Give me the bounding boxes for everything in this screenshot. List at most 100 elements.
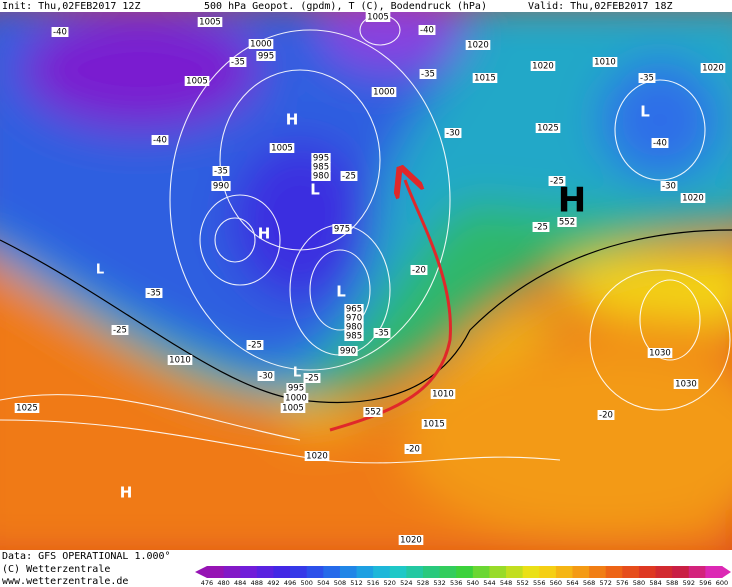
colorbar-swatch — [256, 566, 274, 578]
isobar-label: 1000 — [250, 40, 272, 50]
isobar-label: 970 — [346, 314, 362, 324]
temperature-label-box — [418, 25, 436, 35]
temperature-label-box — [651, 138, 669, 148]
isobar-label: 1020 — [467, 41, 489, 51]
colorbar-swatch — [373, 566, 391, 578]
pressure-center: H — [558, 181, 586, 221]
isobar-label: 990 — [213, 182, 229, 192]
isobar-label: 1005 — [271, 144, 293, 154]
isobar-label-box — [535, 123, 561, 133]
isobar-label-box — [311, 171, 331, 181]
temperature-label-box — [303, 373, 321, 383]
colorbar-tick-label: 516 — [367, 579, 379, 587]
isobar-label-box — [311, 153, 331, 163]
isobar-label-box — [592, 57, 618, 67]
temperature-label: -35 — [214, 167, 228, 177]
colorbar-swatch — [323, 566, 341, 578]
temperature-label-box — [444, 128, 462, 138]
isobar-label: 1020 — [532, 62, 554, 72]
data-source: Data: GFS OPERATIONAL 1.000° — [2, 551, 171, 562]
isobar-label-box — [256, 51, 276, 61]
colorbar-tick-label: 552 — [516, 579, 528, 587]
colorbar-swatch — [306, 566, 324, 578]
colorbar-tick-label: 580 — [633, 579, 645, 587]
temperature-label-box — [145, 288, 163, 298]
colorbar-swatch — [506, 566, 524, 578]
isobar-label-box — [365, 12, 391, 22]
colorbar-tick-label: 496 — [284, 579, 296, 587]
temperature-label-box — [340, 171, 358, 181]
isobar-label-box — [673, 379, 699, 389]
isobar-label-box — [344, 322, 364, 332]
temperature-label: -30 — [662, 182, 676, 192]
colorbar-swatch — [672, 566, 690, 578]
isobar-label-box — [344, 313, 364, 323]
temperature-label: -35 — [375, 329, 389, 339]
isobar-label-box — [344, 304, 364, 314]
isobar-label-box — [371, 87, 397, 97]
colorbar-tick-label: 512 — [350, 579, 362, 587]
colorbar-tick-label: 544 — [483, 579, 495, 587]
colorbar-tick-label: 492 — [267, 579, 279, 587]
colorbar-swatch — [605, 566, 623, 578]
temperature-label: -25 — [248, 341, 262, 351]
pressure-center: L — [293, 366, 301, 381]
colorbar-right-arrow — [722, 566, 731, 578]
isobar-label-box — [421, 419, 447, 429]
isobar-label: 985 — [313, 163, 329, 173]
colorbar-swatch — [406, 566, 424, 578]
colorbar-tick-label: 584 — [649, 579, 661, 587]
colorbar-tick-label: 532 — [433, 579, 445, 587]
isobar-label-box — [167, 355, 193, 365]
isobar-label: 1005 — [367, 13, 389, 23]
pressure-center: L — [640, 103, 650, 121]
pressure-center: H — [286, 111, 299, 129]
isobar-label: 965 — [346, 305, 362, 315]
isobar-label: 1015 — [474, 74, 496, 84]
field-description: 500 hPa Geopot. (gpdm), T (C), Bodendruc… — [204, 1, 487, 12]
temperature-label: -35 — [421, 70, 435, 80]
isobar-label-box — [344, 331, 364, 341]
temperature-label-box — [532, 222, 550, 232]
isobar-label: 1020 — [306, 452, 328, 462]
isobar-label: 1000 — [285, 394, 307, 404]
temperature-label: -35 — [640, 74, 654, 84]
colorbar-swatch — [273, 566, 291, 578]
isobar-label: 1005 — [186, 77, 208, 87]
temperature-label-box — [660, 181, 678, 191]
colorbar-swatch — [622, 566, 640, 578]
isobar-label: 552 — [559, 218, 575, 228]
temperature-label: -40 — [420, 26, 434, 36]
isobar-label: 1005 — [199, 18, 221, 28]
colorbar-tick-label: 520 — [384, 579, 396, 587]
colorbar-swatch — [655, 566, 673, 578]
colorbar-swatch — [472, 566, 490, 578]
pressure-center: L — [336, 283, 346, 301]
temperature-label-box — [419, 69, 437, 79]
temperature-label: -25 — [113, 326, 127, 336]
isobar-label-box — [530, 61, 556, 71]
colorbar-tick-label: 564 — [566, 579, 578, 587]
temperature-label-box — [548, 176, 566, 186]
isobar-label-box — [465, 40, 491, 50]
temperature-label-box — [638, 73, 656, 83]
isobar-label: 1000 — [373, 88, 395, 98]
colorbar-tick-label: 484 — [234, 579, 246, 587]
temperature-label-box — [111, 325, 129, 335]
temperature-label-box — [229, 57, 247, 67]
isobar-label: 995 — [288, 384, 304, 394]
temperature-label: -25 — [534, 223, 548, 233]
isobar-label: 1030 — [649, 349, 671, 359]
temperature-label: -30 — [446, 129, 460, 139]
colorbar-swatch — [688, 566, 706, 578]
colorbar-tick-label: 572 — [599, 579, 611, 587]
colorbar-swatch — [705, 566, 723, 578]
temperature-label-box — [373, 328, 391, 338]
colorbar-swatch — [456, 566, 474, 578]
colorbar-swatch — [555, 566, 573, 578]
colorbar-tick-label: 556 — [533, 579, 545, 587]
valid-time: Valid: Thu,02FEB2017 18Z — [528, 1, 673, 12]
copyright: (C) Wetterzentrale — [2, 564, 110, 575]
isobar-label-box — [700, 63, 726, 73]
colorbar-swatch — [290, 566, 308, 578]
